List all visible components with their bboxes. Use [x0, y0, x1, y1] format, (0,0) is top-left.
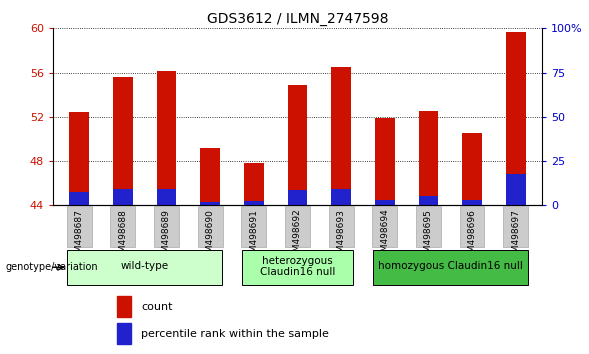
Bar	[287, 190, 307, 205]
Text: wild-type: wild-type	[121, 262, 168, 272]
Bar	[462, 200, 482, 205]
Bar	[459, 206, 485, 247]
Text: GSM498688: GSM498688	[118, 209, 127, 264]
Bar	[67, 250, 222, 285]
Bar	[506, 32, 525, 205]
Bar	[506, 175, 525, 205]
Text: heterozygous
Claudin16 null: heterozygous Claudin16 null	[260, 256, 335, 277]
Bar	[241, 206, 266, 247]
Text: GSM498694: GSM498694	[380, 209, 389, 263]
Bar	[244, 163, 264, 205]
Text: genotype/variation: genotype/variation	[6, 262, 98, 272]
Bar	[70, 113, 89, 205]
Bar	[372, 206, 397, 247]
Bar	[373, 250, 528, 285]
Text: GSM498693: GSM498693	[336, 209, 346, 264]
Text: GSM498692: GSM498692	[293, 209, 302, 263]
Text: GSM498695: GSM498695	[424, 209, 433, 264]
Bar	[419, 111, 438, 205]
Bar	[198, 206, 223, 247]
Bar	[113, 189, 133, 205]
Bar	[331, 67, 351, 205]
Bar	[287, 85, 307, 205]
Text: homozygous Claudin16 null: homozygous Claudin16 null	[378, 262, 522, 272]
Text: GSM498696: GSM498696	[468, 209, 477, 264]
Text: count: count	[141, 302, 173, 312]
Text: GSM498690: GSM498690	[206, 209, 214, 264]
Bar	[70, 192, 89, 205]
Text: GSM498689: GSM498689	[162, 209, 171, 264]
Bar	[117, 324, 131, 344]
Bar	[117, 296, 131, 317]
Bar	[419, 196, 438, 205]
Bar	[285, 206, 310, 247]
Text: GSM498697: GSM498697	[511, 209, 520, 264]
Bar	[110, 206, 135, 247]
Text: GSM498691: GSM498691	[249, 209, 259, 264]
Bar	[242, 250, 353, 285]
Bar	[331, 189, 351, 205]
Bar	[113, 77, 133, 205]
Bar	[200, 202, 220, 205]
Text: GSM498687: GSM498687	[75, 209, 84, 264]
Title: GDS3612 / ILMN_2747598: GDS3612 / ILMN_2747598	[207, 12, 388, 26]
Bar	[375, 118, 395, 205]
Bar	[200, 148, 220, 205]
Bar	[416, 206, 441, 247]
Bar	[329, 206, 353, 247]
Bar	[375, 200, 395, 205]
Bar	[462, 133, 482, 205]
Text: percentile rank within the sample: percentile rank within the sample	[141, 329, 329, 339]
Bar	[157, 189, 176, 205]
Bar	[67, 206, 92, 247]
Bar	[157, 72, 176, 205]
Bar	[244, 201, 264, 205]
Bar	[503, 206, 528, 247]
Bar	[154, 206, 179, 247]
